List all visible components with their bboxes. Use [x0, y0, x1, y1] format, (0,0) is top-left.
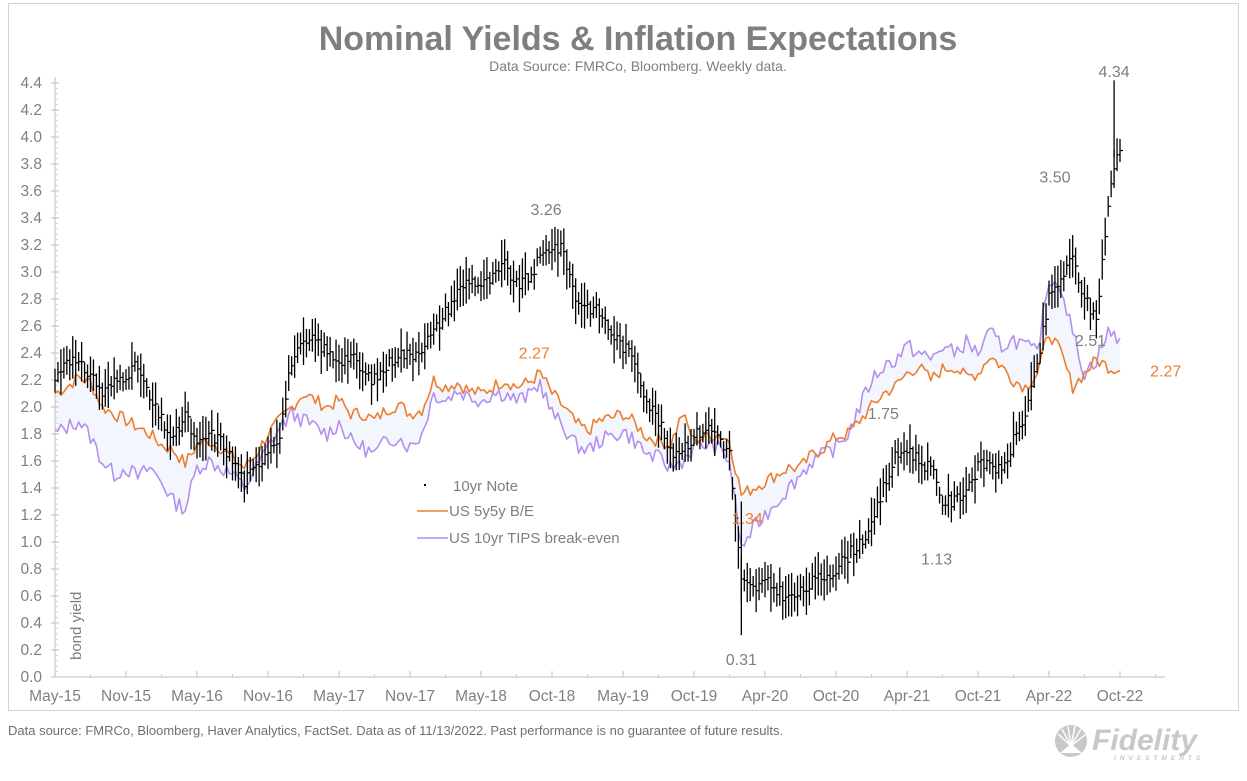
annotation-tips: 2.51 [1075, 333, 1106, 350]
y-tick-label: 2.8 [20, 291, 42, 308]
y-tick-label: 0.8 [20, 561, 42, 578]
legend-item-tips: US 10yr TIPS break-even [417, 530, 620, 547]
fidelity-logo: Fidelity INVESTMENTS [1055, 724, 1204, 762]
chart-frame [8, 3, 1239, 711]
y-tick-label: 2.0 [20, 399, 42, 416]
y-tick-label: 0.0 [20, 669, 42, 686]
annotation-5y5y: 1.34 [732, 511, 763, 528]
annotation-5y5y: 2.27 [1150, 364, 1181, 381]
legend: 10yr Note US 5y5y B/E US 10yr TIPS break… [417, 478, 620, 547]
chart-title: Nominal Yields & Inflation Expectations [319, 20, 958, 58]
annotation-10yr-note: 3.26 [531, 202, 562, 219]
legend-label-5y5y: US 5y5y B/E [449, 503, 534, 520]
x-tick-label: Nov-15 [101, 688, 151, 705]
x-tick-label: Apr-21 [884, 688, 931, 705]
y-tick-label: 4.0 [20, 129, 42, 146]
annotation-10yr-note: 0.31 [726, 652, 757, 669]
x-tick-label: Nov-16 [243, 688, 293, 705]
x-tick-label: May-19 [597, 688, 649, 705]
logo-brand: Fidelity [1092, 724, 1198, 757]
y-tick-label: 3.4 [20, 210, 42, 227]
footnote: Data source: FMRCo, Bloomberg, Haver Ana… [8, 723, 784, 738]
y-tick-label: 1.2 [20, 507, 42, 524]
x-tick-label: Apr-22 [1026, 688, 1073, 705]
annotation-5y5y: 2.27 [519, 346, 550, 363]
y-tick-label: 0.6 [20, 588, 42, 605]
y-tick-label: 0.2 [20, 642, 42, 659]
x-tick-label: Oct-21 [955, 688, 1002, 705]
y-tick-label: 1.0 [20, 534, 42, 551]
annotation-10yr-note: 4.34 [1099, 64, 1130, 81]
y-tick-label: 3.8 [20, 156, 42, 173]
y-tick-label: 3.2 [20, 237, 42, 254]
y-tick-label: 2.6 [20, 318, 42, 335]
annotations: 3.26 0.31 1.75 1.13 3.50 4.34 2.27 1.34 2.27 2.51 [519, 64, 1182, 669]
y-tick-label: 2.2 [20, 372, 42, 389]
chart: Nominal Yields & Inflation Expectations … [20, 20, 1182, 705]
axes: 0.0 0.2 0.4 0.6 0.8 1.0 1.2 1.4 1.6 1.8 2.0 2.2 2.4 2… [20, 75, 1165, 705]
x-tick-label: Oct-18 [529, 688, 576, 705]
y-tick-label: 4.2 [20, 102, 42, 119]
y-tick-label: 1.8 [20, 426, 42, 443]
y-tick-label: 2.4 [20, 345, 42, 362]
annotation-10yr-note: 1.75 [868, 406, 899, 423]
legend-item-5y5y: US 5y5y B/E [417, 503, 534, 520]
x-tick-label: Oct-19 [671, 688, 718, 705]
y-axis-label: bond yield [68, 592, 85, 660]
x-tick-label: Oct-20 [813, 688, 860, 705]
x-tick-label: Oct-22 [1097, 688, 1144, 705]
y-tick-label: 3.0 [20, 264, 42, 281]
fidelity-sunburst-icon [1055, 725, 1087, 757]
annotation-10yr-note: 1.13 [921, 551, 952, 568]
legend-swatch-10yr-note [424, 484, 426, 486]
y-tick-label: 0.4 [20, 615, 42, 632]
logo-tagline: INVESTMENTS [1114, 755, 1204, 762]
y-tick-label: 4.4 [20, 75, 42, 92]
y-tick-label: 1.4 [20, 480, 42, 497]
legend-label-tips: US 10yr TIPS break-even [449, 530, 620, 547]
chart-subtitle: Data Source: FMRCo, Bloomberg. Weekly da… [489, 58, 787, 74]
legend-item-10yr-note: 10yr Note [424, 478, 518, 495]
x-tick-label: May-15 [29, 688, 81, 705]
legend-label-10yr-note: 10yr Note [453, 478, 518, 495]
series [54, 80, 1123, 636]
annotation-10yr-note: 3.50 [1039, 170, 1070, 187]
x-tick-label: May-18 [455, 688, 507, 705]
y-tick-label: 1.6 [20, 453, 42, 470]
x-tick-label: May-17 [313, 688, 365, 705]
y-tick-label: 3.6 [20, 183, 42, 200]
series-bars-10yr-note [54, 80, 1123, 636]
x-tick-label: May-16 [171, 688, 223, 705]
x-tick-label: Apr-20 [742, 688, 789, 705]
x-tick-label: Nov-17 [385, 688, 435, 705]
